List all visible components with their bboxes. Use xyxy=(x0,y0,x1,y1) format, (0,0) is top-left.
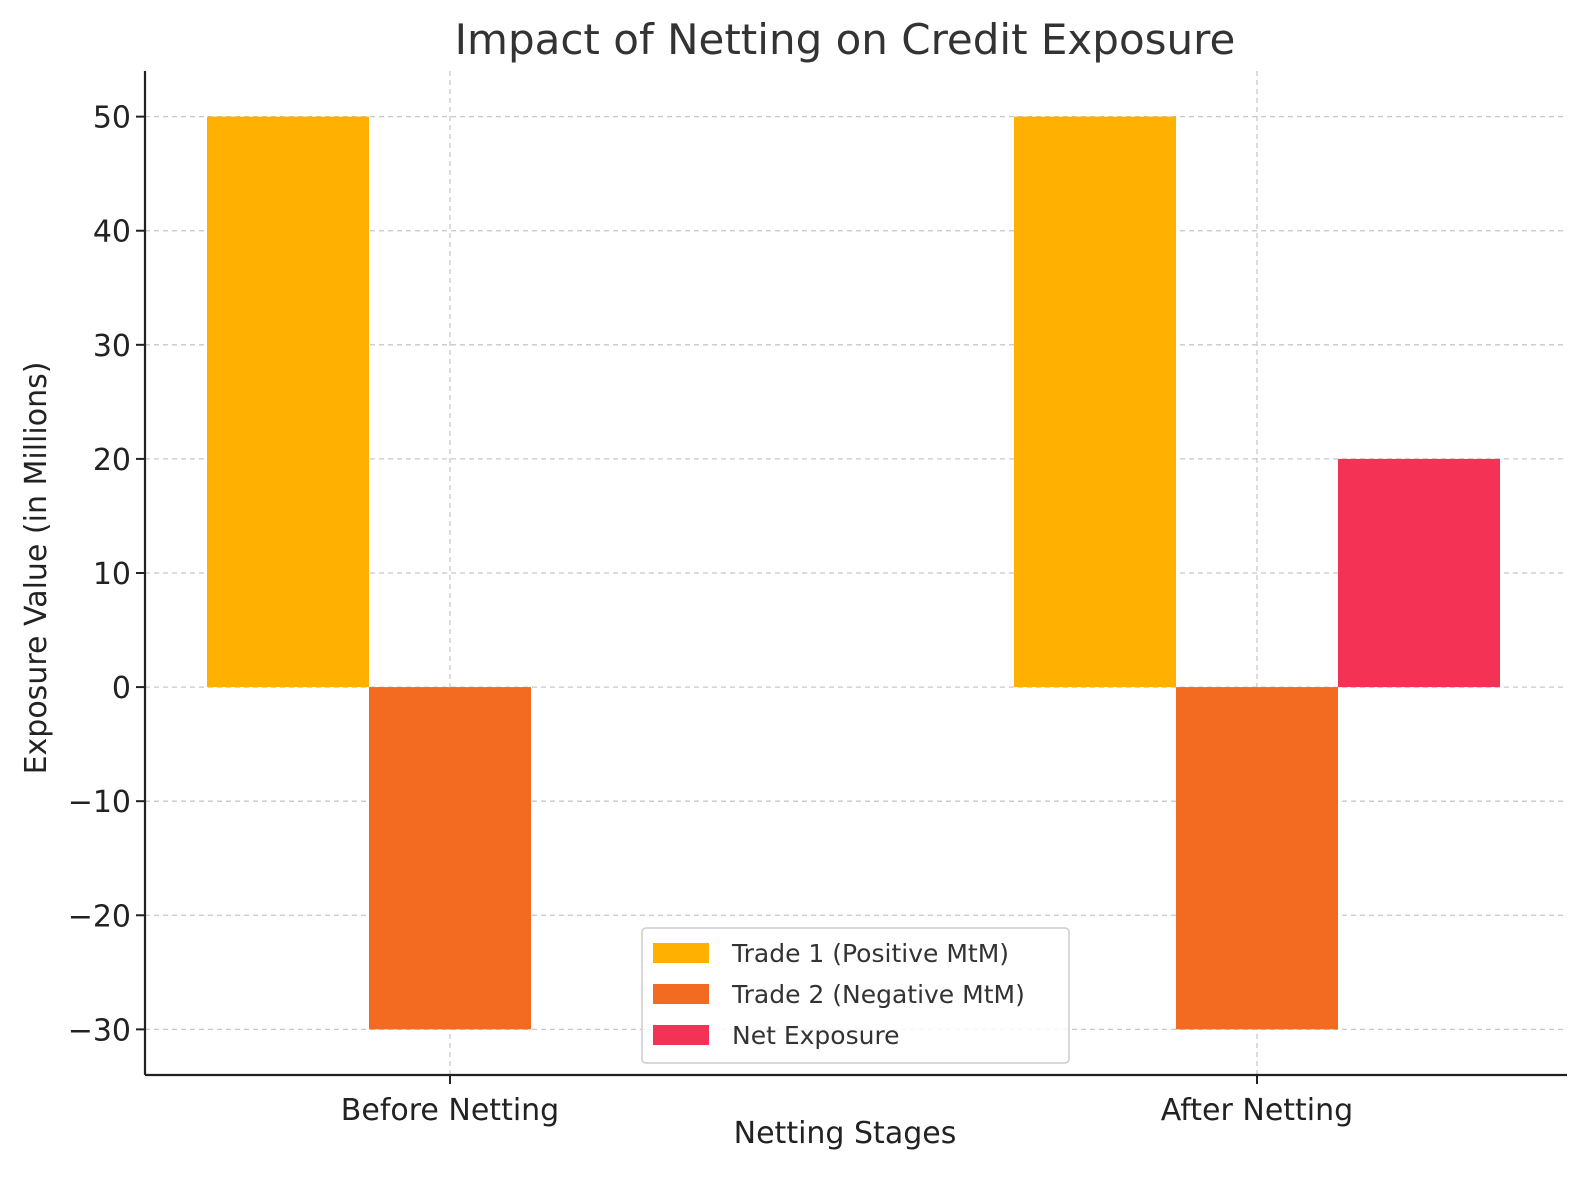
legend-label-net-exposure: Net Exposure xyxy=(732,1021,900,1050)
bar-trade-1-positive-mtm-1 xyxy=(207,116,369,688)
x-tick-label: After Netting xyxy=(1161,1093,1353,1128)
y-tick-label: 30 xyxy=(93,329,131,364)
y-tick-label: 10 xyxy=(93,557,131,592)
y-tick-label: 0 xyxy=(112,671,131,706)
x-tick-label: Before Netting xyxy=(341,1093,559,1128)
y-tick-label: 50 xyxy=(93,101,131,136)
bars xyxy=(207,116,1500,1030)
y-tick-label: −20 xyxy=(68,899,131,934)
y-ticks: −30 −20 −10 0 10 20 30 40 50 xyxy=(68,101,145,1048)
y-axis-label: Exposure Value (in Millions) xyxy=(19,362,54,775)
legend: Trade 1 (Positive MtM) Trade 2 (Negative… xyxy=(641,927,1070,1064)
bar-net-exposure-2 xyxy=(1338,458,1500,688)
bar-trade-1-positive-mtm-2 xyxy=(1014,116,1176,688)
bar-trade-2-negative-mtm-1 xyxy=(369,687,531,1030)
legend-label-trade-2: Trade 2 (Negative MtM) xyxy=(731,980,1025,1009)
chart-title: Impact of Netting on Credit Exposure xyxy=(455,15,1236,64)
legend-label-trade-1: Trade 1 (Positive MtM) xyxy=(731,939,1009,968)
legend-swatch-net-exposure xyxy=(653,1025,709,1045)
x-ticks: Before Netting After Netting xyxy=(341,1075,1353,1128)
legend-box xyxy=(641,927,1070,1064)
y-tick-label: −10 xyxy=(68,785,131,820)
legend-swatch-trade-1 xyxy=(653,943,709,963)
legend-swatch-trade-2 xyxy=(653,984,709,1004)
y-tick-label: 40 xyxy=(93,215,131,250)
x-axis-label: Netting Stages xyxy=(734,1116,957,1151)
y-tick-label: 20 xyxy=(93,443,131,478)
bar-trade-2-negative-mtm-2 xyxy=(1176,687,1338,1030)
y-tick-label: −30 xyxy=(68,1013,131,1048)
